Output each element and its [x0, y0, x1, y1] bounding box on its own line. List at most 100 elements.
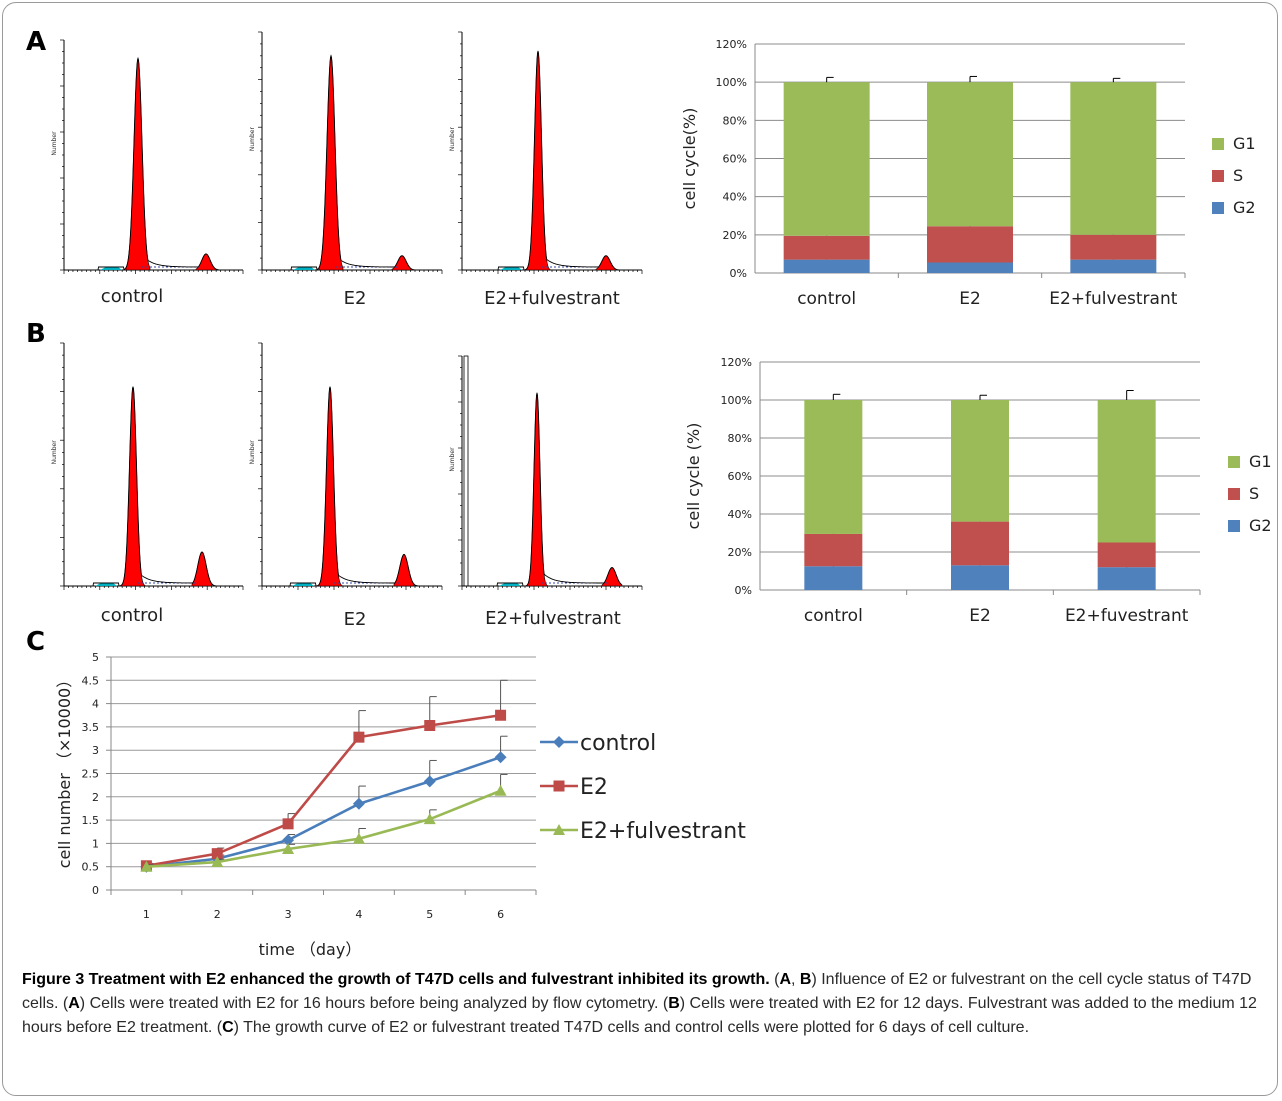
y-tick-label: 0%	[735, 584, 752, 597]
data-point	[282, 842, 295, 854]
y-tick-label: 120%	[721, 356, 752, 369]
y-tick-label: 0	[92, 884, 99, 897]
category-label: E2+fuvestrant	[1065, 606, 1189, 626]
caption-text-3: ) Influence of E2 or fulvestrant on the …	[22, 971, 1252, 1012]
debris-fill	[292, 583, 314, 586]
bar-g1	[1097, 400, 1156, 543]
category-label: E2	[969, 606, 991, 626]
histogram-a2: Number	[249, 31, 443, 274]
g1-peak-fill	[525, 50, 551, 271]
y-tick-label: 40%	[723, 191, 747, 204]
hist-a1-label: control	[101, 286, 163, 307]
figure-canvas: A B C control E2 E2+fulvestrant control …	[26, 27, 1272, 959]
g2-peak-fill	[393, 554, 415, 587]
y-tick-label: 20%	[723, 229, 747, 242]
data-point	[494, 784, 507, 796]
legend-label-g1: G1	[1233, 134, 1256, 153]
category-label: E2	[959, 289, 981, 309]
bar-g2	[804, 566, 863, 590]
y-axis-title: cell cycle (%)	[684, 423, 703, 530]
data-point	[495, 709, 507, 721]
x-tick-label: 3	[285, 908, 292, 921]
series-e2-fulvestrant	[140, 773, 508, 872]
legend-swatch-s	[1212, 170, 1224, 182]
legend-label-s: S	[1233, 166, 1243, 185]
g1-peak-fill	[524, 392, 550, 587]
histogram-a1: Number	[51, 39, 244, 274]
bar-g2	[927, 262, 1013, 273]
data-point	[282, 834, 295, 847]
y-tick-label: 100%	[716, 76, 747, 89]
y-tick-label: 60%	[728, 470, 752, 483]
caption-title: Figure 3 Treatment with E2 enhanced the …	[22, 971, 770, 988]
legend-marker	[553, 824, 565, 835]
y-tick-label: 4	[92, 698, 99, 711]
debris-fill	[100, 267, 122, 270]
y-tick-label: 3.5	[82, 721, 100, 734]
bar-g1	[804, 400, 863, 534]
histogram-outline	[480, 392, 623, 587]
hist-b3-label: E2+fulvestrant	[485, 608, 621, 629]
histogram-outline	[280, 386, 422, 587]
data-point	[353, 731, 365, 743]
y-tick-label: 3	[92, 744, 99, 757]
data-point	[352, 832, 365, 844]
y-tick-label: 40%	[728, 508, 752, 521]
caption-ref-b-2: B	[668, 995, 680, 1012]
histogram-y-title: Number	[51, 440, 58, 465]
hist-b1-label: control	[101, 605, 163, 626]
y-axis-title: cell cycle(%)	[680, 108, 699, 210]
legend-swatch-g2	[1228, 520, 1240, 532]
hist-a2-label: E2	[344, 288, 367, 309]
y-tick-label: 2	[92, 791, 99, 804]
legend-swatch-g1	[1228, 456, 1240, 468]
series-line	[146, 755, 502, 868]
y-tick-label: 0.5	[82, 861, 100, 874]
bar-s	[1070, 234, 1157, 260]
g1-peak-fill	[120, 386, 146, 587]
caption-text-2: ,	[791, 971, 800, 988]
legend-label-g2: G2	[1249, 516, 1272, 535]
series-control	[140, 735, 508, 873]
bar-s	[804, 533, 863, 567]
growth-curve-chart: 0 0.5 1 1.5 2 2.5 3 3.5 4 4.5 5 1 2 3 4 5 6 time （day） cel…	[55, 651, 746, 959]
category-label: E2+fulvestrant	[1049, 289, 1178, 309]
histogram-y-title: Number	[249, 127, 256, 152]
data-point	[282, 818, 294, 830]
legend-label: E2+fulvestrant	[580, 819, 746, 844]
y-tick-label: 100%	[721, 394, 752, 407]
bar-g2	[1070, 259, 1157, 273]
panel-label-b: B	[26, 319, 46, 349]
bar-g1	[927, 82, 1013, 227]
g2-peak-fill	[195, 253, 217, 271]
debris-fill	[293, 267, 315, 270]
histogram-outline	[82, 56, 223, 271]
caption-ref-c: C	[222, 1019, 234, 1036]
caption-text-1: (	[769, 971, 780, 988]
bar-s	[951, 521, 1009, 566]
histogram-b2: Number	[249, 342, 443, 590]
hist-b2-label: E2	[344, 609, 367, 630]
histogram-b3: Number	[449, 355, 643, 590]
y-axis-title: cell number （×10000）	[55, 672, 74, 868]
bar-s	[783, 235, 870, 260]
legend-label-g1: G1	[1249, 452, 1272, 471]
bar-g2	[783, 259, 870, 273]
g1-peak-fill	[318, 54, 344, 271]
histogram-y-title: Number	[51, 131, 58, 156]
data-point	[352, 797, 365, 810]
category-label: control	[804, 606, 863, 626]
figure-caption: Figure 3 Treatment with E2 enhanced the …	[22, 968, 1262, 1040]
bar-g1	[951, 400, 1009, 522]
bar-g1	[1070, 82, 1157, 235]
y-tick-label: 5	[92, 651, 99, 664]
y-tick-label: 120%	[716, 38, 747, 51]
histogram-b1: Number	[51, 342, 244, 590]
histogram-y-title: Number	[449, 447, 456, 472]
y-tick-label: 80%	[728, 432, 752, 445]
y-tick-label: 60%	[723, 153, 747, 166]
caption-ref-b: B	[799, 971, 812, 988]
y-tick-label: 1.5	[82, 814, 100, 827]
caption-text-4: ) Cells were treated with E2 for 16 hour…	[79, 995, 669, 1012]
